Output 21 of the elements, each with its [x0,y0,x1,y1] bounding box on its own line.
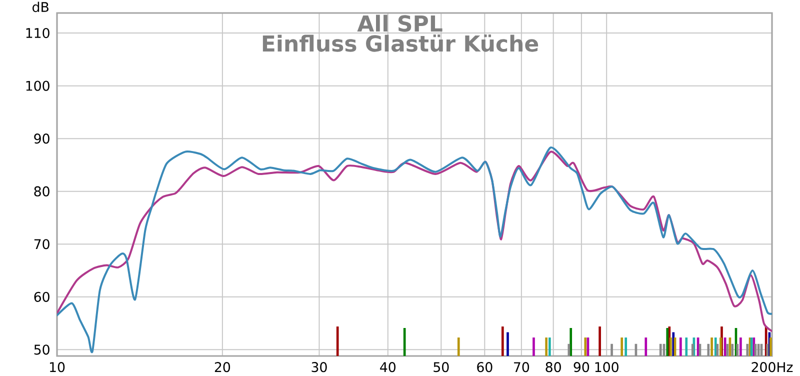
y-axis-title: dB [32,2,48,12]
y-tick-label: 70 [34,239,50,250]
x-tick-label: 50 [434,362,449,372]
chart-title: All SPL [357,14,442,32]
x-tick-label: 200Hz [752,362,793,372]
x-tick-label: 40 [380,362,396,372]
x-tick-label: 60 [477,362,492,372]
x-tick-label: 100 [595,362,618,372]
text: Einfluss Glastür Küche [262,34,538,52]
x-tick-label: 80 [546,362,561,372]
y-tick-label: 90 [34,134,50,144]
x-tick-label: 30 [312,362,327,372]
x-tick-label: 10 [50,362,65,372]
y-tick-label: 110 [26,28,50,38]
y-tick-label: 100 [26,80,50,91]
x-tick-label: 70 [514,362,530,372]
y-tick-label: 60 [34,292,50,302]
x-tick-label: 90 [574,362,590,372]
x-tick-label: 20 [214,362,230,372]
y-tick-label: 80 [34,186,50,196]
y-tick-label: 50 [34,344,50,355]
